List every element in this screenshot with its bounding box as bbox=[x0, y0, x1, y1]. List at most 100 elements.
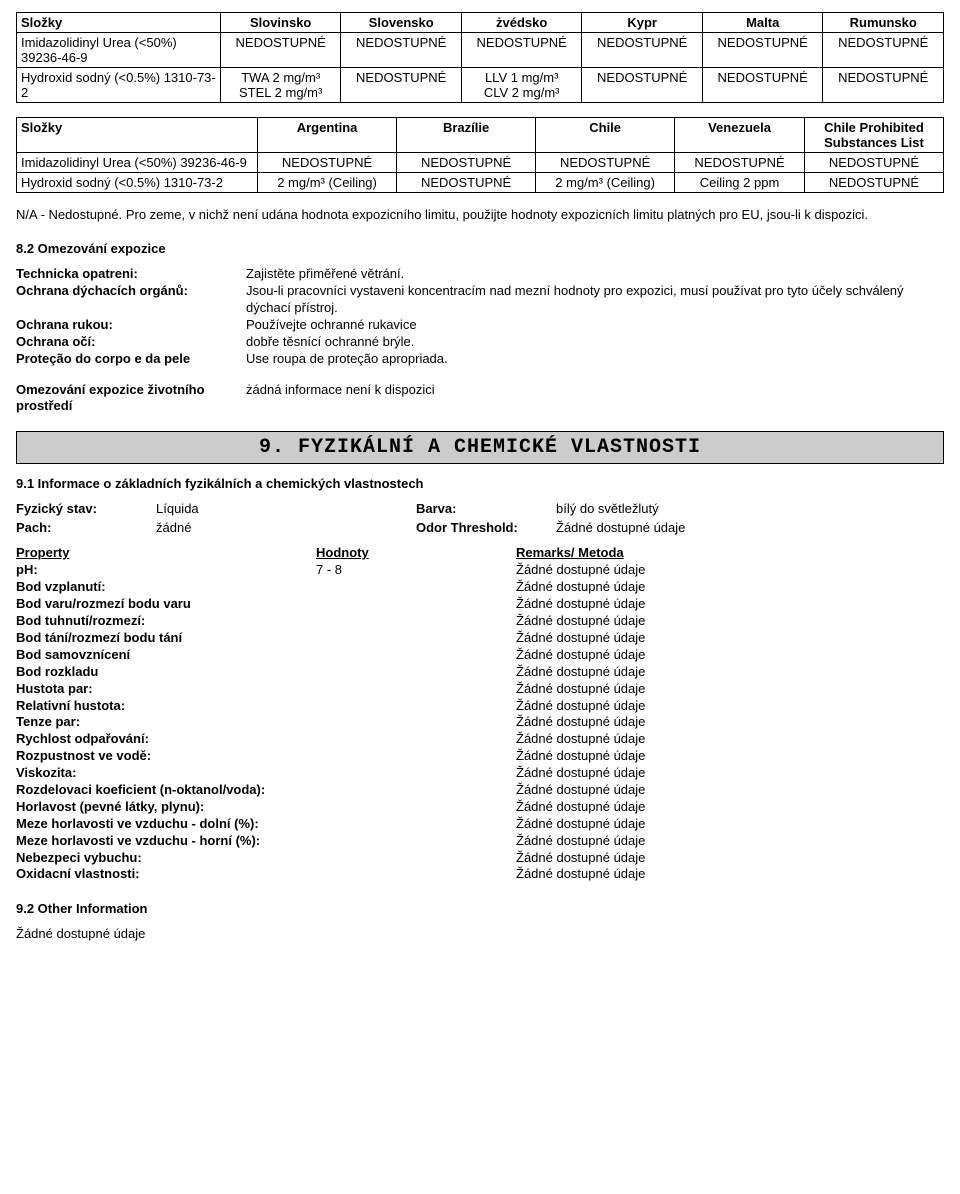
table-header: Chile bbox=[536, 118, 675, 153]
property-value bbox=[316, 731, 516, 748]
kv-value: Jsou-li pracovníci vystaveni koncentrací… bbox=[246, 283, 944, 317]
kv-value: dobře těsnící ochranné brýle. bbox=[246, 334, 944, 351]
environment-exposure-list: Omezování expozice životního prostředíżá… bbox=[16, 382, 944, 416]
table-cell: NEDOSTUPNÉ bbox=[220, 33, 341, 68]
table-cell: NEDOSTUPNÉ bbox=[823, 33, 944, 68]
property-row: Bod rozkladuŽádné dostupné údaje bbox=[16, 664, 944, 681]
table-cell: NEDOSTUPNÉ bbox=[341, 33, 462, 68]
exposure-limits-table-eu: SložkySlovinskoSlovenskożvédskoKyprMalta… bbox=[16, 12, 944, 103]
property-value bbox=[316, 765, 516, 782]
property-row: Rozpustnost ve vodě:Žádné dostupné údaje bbox=[16, 748, 944, 765]
table-header: Slovinsko bbox=[220, 13, 341, 33]
table-cell: Imidazolidinyl Urea (<50%) 39236-46-9 bbox=[17, 33, 221, 68]
table-cell: NEDOSTUPNÉ bbox=[536, 153, 675, 173]
kv-row: Ochrana dýchacích orgánů:Jsou-li pracovn… bbox=[16, 283, 944, 317]
property-row: pH:7 - 8Žádné dostupné údaje bbox=[16, 562, 944, 579]
kv-key: Omezování expozice životního prostředí bbox=[16, 382, 246, 416]
kv-row: Technicka opatreni:Zajistěte přiměřené v… bbox=[16, 266, 944, 283]
property-remark: Žádné dostupné údaje bbox=[516, 866, 944, 883]
property-remark: Žádné dostupné údaje bbox=[516, 613, 944, 630]
property-value bbox=[316, 782, 516, 799]
kv-row: Proteção do corpo e da peleUse roupa de … bbox=[16, 351, 944, 368]
property-name: Bod vzplanutí: bbox=[16, 579, 316, 596]
property-value bbox=[316, 698, 516, 715]
property-name: Relativní hustota: bbox=[16, 698, 316, 715]
property-value bbox=[316, 714, 516, 731]
property-row: Tenze par:Žádné dostupné údaje bbox=[16, 714, 944, 731]
inline-pair: Odor Threshold:Žádné dostupné údaje bbox=[416, 520, 706, 535]
pair-key: Pach: bbox=[16, 520, 156, 535]
property-name: Bod tuhnutí/rozmezí: bbox=[16, 613, 316, 630]
property-value bbox=[316, 579, 516, 596]
table-cell: TWA 2 mg/m³STEL 2 mg/m³ bbox=[220, 68, 341, 103]
section-9-1-title: 9.1 Informace o základních fyzikálních a… bbox=[16, 476, 944, 491]
property-remark: Žádné dostupné údaje bbox=[516, 630, 944, 647]
kv-key: Ochrana rukou: bbox=[16, 317, 246, 334]
table-cell: NEDOSTUPNÉ bbox=[823, 68, 944, 103]
property-value bbox=[316, 647, 516, 664]
table-row: Hydroxid sodný (<0.5%) 1310-73-22 mg/m³ … bbox=[17, 173, 944, 193]
property-name: Oxidacní vlastnosti: bbox=[16, 866, 316, 883]
table-header: Slovensko bbox=[341, 13, 462, 33]
pair-value: Žádné dostupné údaje bbox=[556, 520, 706, 535]
table-cell: NEDOSTUPNÉ bbox=[702, 68, 823, 103]
property-value: 7 - 8 bbox=[316, 562, 516, 579]
property-name: Bod samovznícení bbox=[16, 647, 316, 664]
table-row: Hydroxid sodný (<0.5%) 1310-73-2TWA 2 mg… bbox=[17, 68, 944, 103]
table-header: Venezuela bbox=[675, 118, 805, 153]
table-cell: NEDOSTUPNÉ bbox=[461, 33, 582, 68]
property-row: Nebezpeci vybuchu:Žádné dostupné údaje bbox=[16, 850, 944, 867]
inline-pair: Pach:žádné bbox=[16, 520, 416, 535]
table-cell: NEDOSTUPNÉ bbox=[675, 153, 805, 173]
property-row: Oxidacní vlastnosti: Žádné dostupné údaje bbox=[16, 866, 944, 883]
property-remark: Žádné dostupné údaje bbox=[516, 731, 944, 748]
property-name: Bod tání/rozmezí bodu tání bbox=[16, 630, 316, 647]
property-value bbox=[316, 799, 516, 816]
kv-row: Ochrana rukou:Používejte ochranné rukavi… bbox=[16, 317, 944, 334]
section-9-2-title: 9.2 Other Information bbox=[16, 901, 944, 916]
kv-key: Proteção do corpo e da pele bbox=[16, 351, 246, 368]
property-row: Horlavost (pevné látky, plynu):Žádné dos… bbox=[16, 799, 944, 816]
property-remark: Žádné dostupné údaje bbox=[516, 714, 944, 731]
kv-value: Používejte ochranné rukavice bbox=[246, 317, 944, 334]
property-row: Bod varu/rozmezí bodu varuŽádné dostupné… bbox=[16, 596, 944, 613]
section-8-2-title: 8.2 Omezování expozice bbox=[16, 241, 944, 256]
property-remark: Žádné dostupné údaje bbox=[516, 833, 944, 850]
table-cell: LLV 1 mg/m³CLV 2 mg/m³ bbox=[461, 68, 582, 103]
kv-key: Ochrana očí: bbox=[16, 334, 246, 351]
table-cell: Hydroxid sodný (<0.5%) 1310-73-2 bbox=[17, 173, 258, 193]
kv-row: Ochrana očí:dobře těsnící ochranné brýle… bbox=[16, 334, 944, 351]
kv-key: Technicka opatreni: bbox=[16, 266, 246, 283]
table-cell: Hydroxid sodný (<0.5%) 1310-73-2 bbox=[17, 68, 221, 103]
table-cell: Ceiling 2 ppm bbox=[675, 173, 805, 193]
pair-value: Líquida bbox=[156, 501, 416, 516]
property-remark: Žádné dostupné údaje bbox=[516, 681, 944, 698]
kv-row: Omezování expozice životního prostředíżá… bbox=[16, 382, 944, 416]
props-header-property: Property bbox=[16, 545, 316, 560]
property-value bbox=[316, 748, 516, 765]
property-remark: Žádné dostupné údaje bbox=[516, 816, 944, 833]
section-9-banner: 9. FYZIKÁLNÍ A CHEMICKÉ VLASTNOSTI bbox=[16, 431, 944, 464]
property-name: Viskozita: bbox=[16, 765, 316, 782]
property-name: Rozpustnost ve vodě: bbox=[16, 748, 316, 765]
property-value bbox=[316, 833, 516, 850]
property-row: Bod tuhnutí/rozmezí: Žádné dostupné údaje bbox=[16, 613, 944, 630]
props-header-remarks: Remarks/ Metoda bbox=[516, 545, 944, 560]
section-9-2-text: Žádné dostupné údaje bbox=[16, 926, 944, 941]
table-header: Složky bbox=[17, 13, 221, 33]
property-row: Meze horlavosti ve vzduchu - horní (%):Ž… bbox=[16, 833, 944, 850]
property-value bbox=[316, 664, 516, 681]
property-value bbox=[316, 866, 516, 883]
property-value bbox=[316, 630, 516, 647]
property-row: Hustota par:Žádné dostupné údaje bbox=[16, 681, 944, 698]
table-cell: NEDOSTUPNÉ bbox=[804, 153, 943, 173]
pair-key: Odor Threshold: bbox=[416, 520, 556, 535]
physical-state-row: Fyzický stav:LíquidaBarva:bílý do světle… bbox=[16, 501, 944, 516]
property-row: Viskozita:Žádné dostupné údaje bbox=[16, 765, 944, 782]
inline-pair: Barva:bílý do světležlutý bbox=[416, 501, 706, 516]
table-header: Malta bbox=[702, 13, 823, 33]
table-cell: NEDOSTUPNÉ bbox=[582, 68, 703, 103]
table-header: Složky bbox=[17, 118, 258, 153]
property-remark: Žádné dostupné údaje bbox=[516, 799, 944, 816]
pair-value: bílý do světležlutý bbox=[556, 501, 706, 516]
